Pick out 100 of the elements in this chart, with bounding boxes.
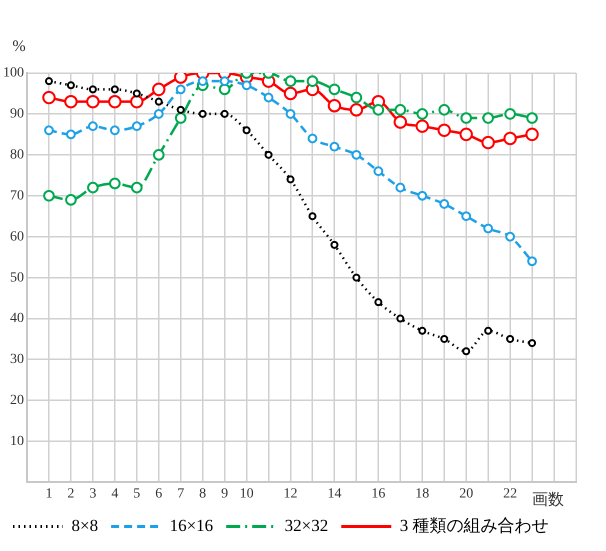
y-tick-label: 50 <box>10 270 24 286</box>
point <box>284 86 298 100</box>
point <box>506 334 514 343</box>
x-tick-label: 16 <box>371 486 386 502</box>
point <box>394 115 408 129</box>
point <box>439 199 450 209</box>
point <box>396 314 404 323</box>
y-tick-label: 40 <box>10 311 24 326</box>
legend-label: 32×32 <box>284 516 328 535</box>
point <box>44 77 53 86</box>
point <box>525 128 539 142</box>
x-tick-label: 9 <box>221 486 228 502</box>
point <box>242 126 251 134</box>
point <box>198 110 207 118</box>
legend-label: 3 種類の組み合わせ <box>400 516 549 535</box>
point <box>395 182 406 192</box>
x-tick-label: 1 <box>45 486 52 502</box>
point <box>330 240 338 249</box>
point <box>528 339 536 348</box>
x-tick-label: 7 <box>177 486 184 502</box>
x-tick-label: 20 <box>459 486 474 502</box>
point <box>460 112 472 124</box>
y-tick-label: 100 <box>3 66 24 81</box>
point <box>372 104 384 116</box>
point <box>438 124 451 137</box>
point <box>110 125 120 136</box>
point <box>220 110 229 118</box>
point <box>527 256 537 266</box>
point <box>503 132 517 146</box>
point <box>284 75 296 87</box>
point <box>130 94 144 108</box>
point <box>264 92 274 102</box>
x-axis-title: 画数 <box>532 491 564 508</box>
point <box>461 211 472 222</box>
point <box>152 82 166 96</box>
point <box>483 224 494 234</box>
y-tick-label: 60 <box>10 229 24 244</box>
point <box>131 182 143 194</box>
point <box>418 326 426 335</box>
point <box>306 75 318 87</box>
point <box>264 150 273 159</box>
point <box>88 85 97 94</box>
legend-label: 8×8 <box>72 516 98 535</box>
y-tick-label: 30 <box>10 352 24 368</box>
point <box>65 194 77 206</box>
point <box>481 136 495 150</box>
point <box>43 190 55 202</box>
point <box>328 84 340 96</box>
point <box>176 106 185 114</box>
y-tick-label: 20 <box>10 393 24 408</box>
point <box>417 190 428 201</box>
point <box>352 150 362 160</box>
point <box>242 80 252 90</box>
point <box>504 108 516 120</box>
point <box>482 112 494 124</box>
point <box>174 112 187 124</box>
point <box>462 347 470 356</box>
y-tick-label: 10 <box>10 434 24 449</box>
point <box>152 149 165 161</box>
point <box>308 212 316 220</box>
point <box>86 94 100 108</box>
x-tick-label: 14 <box>327 486 342 502</box>
point <box>484 326 492 335</box>
point <box>154 109 164 119</box>
point <box>108 94 122 108</box>
point <box>460 128 473 142</box>
point <box>440 334 448 343</box>
point <box>66 129 76 140</box>
x-tick-label: 22 <box>503 486 518 502</box>
x-tick-label: 5 <box>133 486 140 502</box>
legend-label: 16×16 <box>170 516 214 535</box>
point <box>218 84 230 96</box>
point <box>174 73 188 84</box>
point <box>350 103 364 117</box>
y-tick-label: 80 <box>10 148 24 163</box>
point <box>328 99 342 112</box>
point <box>352 274 360 282</box>
point <box>416 108 428 120</box>
point <box>66 81 75 90</box>
x-tick-label: 12 <box>284 486 298 502</box>
point <box>350 92 362 104</box>
point <box>505 232 516 242</box>
point <box>154 98 163 106</box>
x-tick-label: 3 <box>89 486 96 502</box>
y-axis-title: % <box>12 38 26 56</box>
point <box>132 89 141 98</box>
point <box>330 142 340 152</box>
point <box>374 298 382 306</box>
point <box>526 112 538 124</box>
y-tick-label: 90 <box>10 106 24 122</box>
x-tick-label: 4 <box>111 486 118 502</box>
x-tick-label: 18 <box>415 486 430 502</box>
point <box>438 104 450 116</box>
point <box>110 85 119 94</box>
point <box>42 90 56 104</box>
point <box>394 104 406 116</box>
point <box>87 182 99 194</box>
point <box>286 109 296 119</box>
x-tick-label: 8 <box>199 486 206 502</box>
y-tick-label: 70 <box>10 188 24 204</box>
